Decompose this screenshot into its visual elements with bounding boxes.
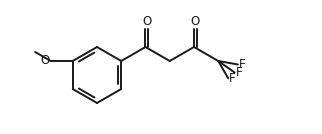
Text: O: O bbox=[191, 15, 200, 28]
Text: F: F bbox=[239, 58, 246, 71]
Text: F: F bbox=[236, 66, 242, 79]
Text: F: F bbox=[229, 72, 236, 85]
Text: O: O bbox=[142, 15, 152, 28]
Text: O: O bbox=[41, 55, 50, 68]
